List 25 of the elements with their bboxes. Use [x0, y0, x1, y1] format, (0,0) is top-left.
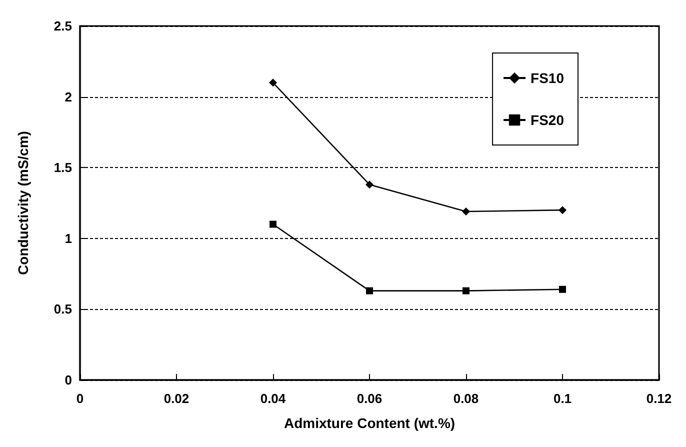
point	[462, 207, 470, 216]
x-tick-label: 0	[76, 391, 84, 406]
y-tick-label: 1.5	[54, 160, 72, 176]
point	[269, 78, 277, 87]
y-tick-label: 1	[64, 230, 72, 246]
point	[366, 287, 373, 294]
x-tick-label: 0.1	[553, 391, 572, 406]
point	[270, 220, 276, 228]
y-tick-label: 0	[64, 372, 72, 388]
point	[558, 206, 566, 214]
x-tick-label: 0.04	[260, 391, 286, 406]
y-tick-label: 2	[64, 89, 72, 104]
legend-label: FS20	[530, 112, 564, 128]
point	[366, 180, 374, 189]
point	[559, 286, 566, 293]
y-tick-label: 0.5	[54, 302, 72, 317]
x-tick-label: 0.06	[356, 391, 382, 406]
x-tick-label: 0.02	[164, 391, 190, 406]
y-tick-label: 2.5	[54, 18, 72, 34]
x-tick-label: 0.08	[453, 391, 479, 406]
x-axis-title: Admixture Content (wt.%)	[284, 415, 456, 431]
point	[462, 287, 470, 294]
x-tick-label: 0.12	[646, 391, 672, 406]
y-axis-title: Conductivity (mS/cm)	[15, 131, 31, 275]
legend-label: FS10	[530, 70, 564, 86]
